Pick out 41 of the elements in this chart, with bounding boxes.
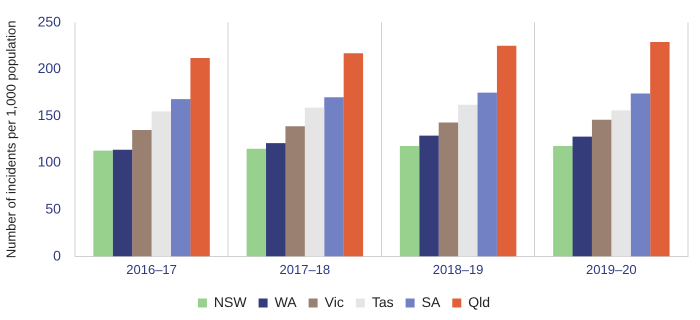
bar bbox=[190, 58, 210, 256]
x-tick-label: 2018–19 bbox=[432, 262, 484, 277]
bar bbox=[650, 42, 670, 256]
bar bbox=[152, 111, 171, 256]
y-tick-label: 200 bbox=[38, 60, 62, 76]
bar bbox=[400, 146, 420, 256]
legend-label: SA bbox=[422, 294, 441, 310]
bar bbox=[611, 110, 631, 256]
bar bbox=[324, 97, 344, 256]
bar bbox=[285, 126, 305, 256]
legend-label: Vic bbox=[324, 294, 344, 310]
bar bbox=[553, 146, 573, 256]
bar bbox=[246, 148, 266, 256]
legend-label: NSW bbox=[214, 294, 248, 310]
y-tick-label: 100 bbox=[38, 154, 62, 170]
y-tick-label: 0 bbox=[53, 247, 62, 264]
x-tick-label: 2017–18 bbox=[280, 262, 330, 277]
y-axis-title: Number of incidents per 1,000 population bbox=[3, 20, 18, 258]
legend-label: Qld bbox=[468, 294, 490, 310]
bar bbox=[630, 94, 650, 256]
legend-label: WA bbox=[274, 294, 298, 310]
x-tick-label: 2016–17 bbox=[126, 262, 177, 277]
legend-label: Tas bbox=[372, 294, 394, 310]
bar bbox=[304, 108, 324, 256]
bar bbox=[458, 104, 478, 256]
x-tick-label: 2019–20 bbox=[586, 262, 637, 277]
bar bbox=[438, 122, 458, 256]
bar bbox=[112, 150, 132, 256]
bar bbox=[478, 92, 497, 256]
bar bbox=[344, 53, 364, 256]
bar bbox=[592, 120, 612, 256]
bar bbox=[132, 130, 152, 256]
y-tick-label: 250 bbox=[38, 13, 62, 30]
bar bbox=[496, 46, 516, 256]
y-tick-label: 150 bbox=[38, 106, 62, 123]
bar bbox=[171, 99, 190, 256]
bar bbox=[419, 136, 439, 256]
bar bbox=[93, 150, 113, 256]
bar bbox=[572, 136, 592, 256]
y-tick-label: 50 bbox=[45, 200, 62, 216]
bar bbox=[266, 143, 286, 256]
